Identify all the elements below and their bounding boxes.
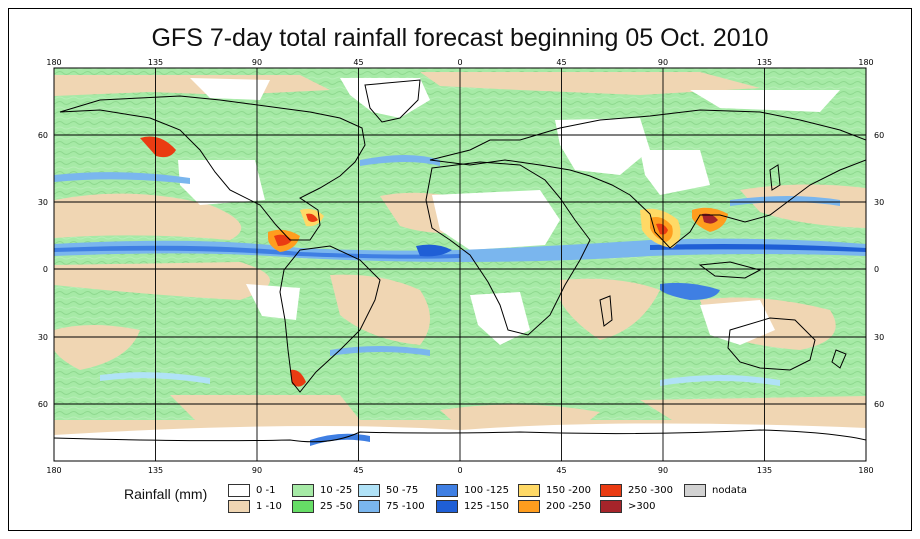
legend-label: 250 -300 <box>628 485 673 496</box>
legend-swatch <box>228 484 250 497</box>
legend-label: 125 -150 <box>464 501 509 512</box>
legend-swatch <box>292 484 314 497</box>
legend-label: 1 -10 <box>256 501 282 512</box>
lon-tick-label: 90 <box>252 466 262 475</box>
legend-label: 150 -200 <box>546 485 591 496</box>
legend-swatch <box>292 500 314 513</box>
graticule <box>53 68 867 461</box>
legend-label: 25 -50 <box>320 501 353 512</box>
legend-swatch <box>436 500 458 513</box>
lon-tick-label: 45 <box>556 466 566 475</box>
lon-tick-label: 135 <box>757 466 772 475</box>
legend-label: 0 -1 <box>256 485 276 496</box>
lat-tick-label: 60 <box>38 400 48 409</box>
lat-tick-label: 0 <box>874 265 879 274</box>
lon-tick-label: 180 <box>858 466 873 475</box>
lat-tick-label: 30 <box>874 198 884 207</box>
lat-tick-label: 60 <box>38 131 48 140</box>
legend-swatch <box>436 484 458 497</box>
lon-tick-label: 135 <box>148 58 163 67</box>
legend-swatch <box>684 484 706 497</box>
lat-tick-label: 60 <box>874 131 884 140</box>
lon-tick-label: 180 <box>858 58 873 67</box>
legend-swatch <box>518 500 540 513</box>
lat-tick-label: 30 <box>38 333 48 342</box>
lon-tick-label: 90 <box>658 466 668 475</box>
legend-label: 50 -75 <box>386 485 419 496</box>
legend-label: 100 -125 <box>464 485 509 496</box>
legend-title: Rainfall (mm) <box>124 486 208 502</box>
lon-tick-label: 180 <box>46 58 61 67</box>
lon-tick-label: 45 <box>353 58 363 67</box>
lat-tick-label: 30 <box>38 198 48 207</box>
legend-swatch <box>600 500 622 513</box>
lon-tick-label: 135 <box>148 466 163 475</box>
lat-tick-label: 60 <box>874 400 884 409</box>
lon-tick-label: 45 <box>353 466 363 475</box>
lon-tick-label: 90 <box>252 58 262 67</box>
lon-tick-label: 135 <box>757 58 772 67</box>
lon-tick-label: 180 <box>46 466 61 475</box>
figure-frame <box>8 8 912 531</box>
legend-swatch <box>358 500 380 513</box>
legend-label: >300 <box>628 501 656 512</box>
legend-label: 75 -100 <box>386 501 425 512</box>
lon-tick-label: 45 <box>556 58 566 67</box>
legend-swatch <box>518 484 540 497</box>
axis-ticks: 180 180 135 135 90 90 45 45 0 0 45 45 90 90 135 135 180 1… <box>38 58 884 475</box>
lon-tick-label: 90 <box>658 58 668 67</box>
lon-tick-label: 0 <box>457 466 462 475</box>
legend-label: 200 -250 <box>546 501 591 512</box>
coastlines <box>54 79 866 443</box>
legend-label: nodata <box>712 485 747 496</box>
lon-tick-label: 0 <box>457 58 462 67</box>
legend-label: 10 -25 <box>320 485 353 496</box>
legend-swatch <box>358 484 380 497</box>
lat-tick-label: 0 <box>43 265 48 274</box>
map-title: GFS 7-day total rainfall forecast beginn… <box>151 24 769 52</box>
legend-swatch <box>600 484 622 497</box>
map-border <box>53 67 867 462</box>
lat-tick-label: 30 <box>874 333 884 342</box>
legend-swatch <box>228 500 250 513</box>
